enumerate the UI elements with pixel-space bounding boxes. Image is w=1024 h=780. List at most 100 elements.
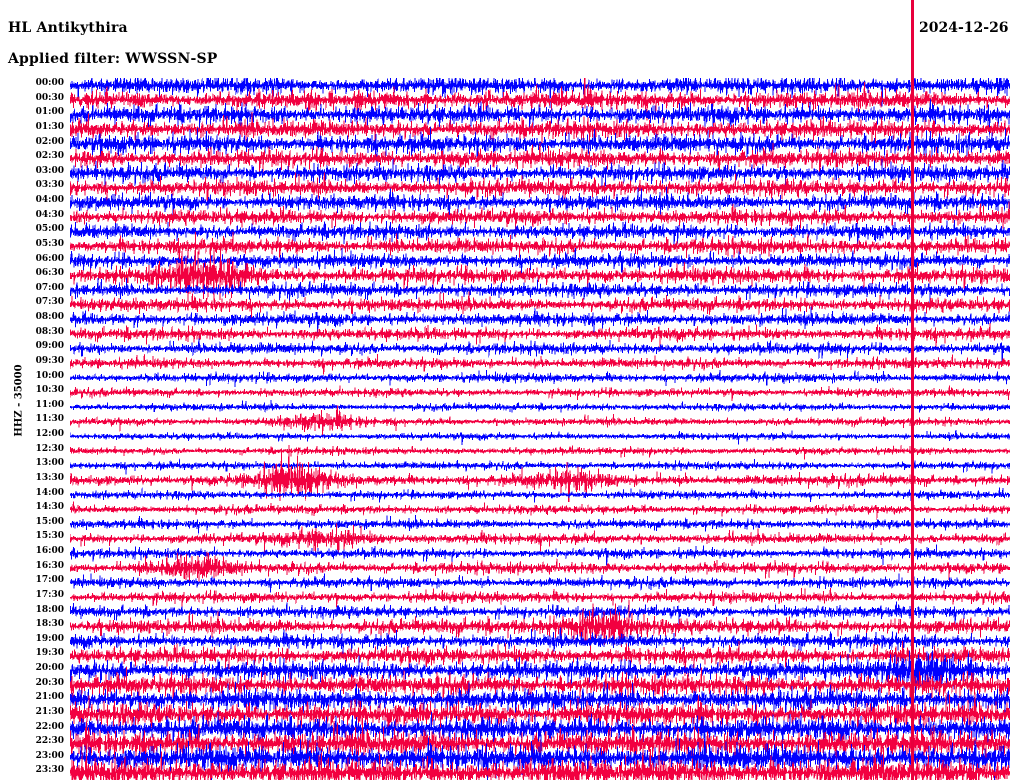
trace-row [70, 599, 1010, 651]
time-tick-label: 06:00 [35, 253, 64, 264]
time-tick-label: 21:30 [35, 706, 64, 717]
date-label: 2024-12-26 [919, 20, 1009, 36]
time-tick-label: 08:00 [35, 312, 64, 322]
time-tick-label: 16:30 [35, 560, 64, 571]
trace-row [70, 232, 1010, 303]
time-tick-label: 17:30 [35, 589, 64, 600]
trace-row [70, 501, 1010, 520]
time-tick-label: 15:00 [35, 516, 64, 527]
time-tick-label: 10:30 [35, 385, 64, 396]
trace-row [70, 400, 1010, 413]
trace-row [70, 551, 1010, 584]
trace-row [70, 627, 1010, 659]
time-tick-label: 09:30 [35, 355, 64, 366]
time-tick-label: 22:00 [35, 721, 64, 732]
trace-canvas [70, 78, 1010, 780]
time-tick-label: 05:00 [35, 224, 64, 235]
time-tick-label: 03:00 [35, 165, 64, 176]
trace-row [70, 544, 1010, 566]
time-tick-label: 10:00 [35, 370, 64, 381]
trace-row [70, 232, 1010, 265]
time-tick-label: 12:30 [35, 443, 64, 454]
time-tick-label: 02:00 [35, 136, 64, 147]
trace-row [70, 323, 1010, 351]
time-tick-label: 09:00 [35, 341, 64, 352]
trace-row [70, 640, 1010, 677]
time-tick-label: 19:30 [35, 648, 64, 659]
trace-row [70, 514, 1010, 535]
time-tick-label: 11:30 [35, 414, 64, 425]
trace-row [70, 718, 1010, 774]
time-tick-label: 22:30 [35, 736, 64, 747]
trace-row [70, 112, 1010, 146]
plot-area: 00:00 00:30 01:00 01:30 02:00 02:30 03:00 03:30… [0, 78, 1024, 780]
time-tick-label: 21:00 [35, 692, 64, 703]
trace-row [70, 99, 1010, 140]
time-tick-label: 14:30 [35, 502, 64, 513]
trace-row [70, 126, 1010, 167]
trace-row [70, 523, 1010, 554]
trace-row [70, 444, 1010, 460]
header: HL Antikythira Applied filter: WWSSN-SP … [0, 0, 1024, 78]
seismogram-traces [70, 78, 1010, 780]
time-tick-label: 05:30 [35, 238, 64, 249]
time-tick-label: 23:30 [35, 765, 64, 776]
time-tick-label: 06:30 [35, 268, 64, 279]
applied-filter-label: Applied filter: WWSSN-SP [8, 51, 218, 67]
time-tick-label: 20:30 [35, 677, 64, 688]
trace-row [70, 692, 1010, 739]
trace-row [70, 747, 1010, 780]
trace-row [70, 587, 1010, 608]
trace-row [70, 429, 1010, 446]
time-tick-label: 12:00 [35, 429, 64, 439]
trace-row [70, 405, 1010, 435]
trace-row [70, 445, 1010, 503]
time-tick-label: 13:30 [35, 472, 64, 483]
time-tick-label: 04:30 [35, 209, 64, 220]
trace-row [70, 601, 1010, 626]
trace-row [70, 219, 1010, 251]
time-tick-label: 07:00 [35, 282, 64, 293]
trace-row [70, 711, 1010, 759]
time-tick-label: 17:00 [35, 575, 64, 586]
trace-row [70, 306, 1010, 337]
time-tick-label: 00:00 [35, 78, 64, 88]
time-tick-label: 14:00 [35, 487, 64, 498]
time-tick-label: 16:00 [35, 546, 64, 556]
trace-row [70, 666, 1010, 706]
time-tick-label: 19:00 [35, 633, 64, 644]
time-tick-label: 08:30 [35, 326, 64, 337]
trace-row [70, 681, 1010, 718]
trace-row [70, 186, 1010, 222]
trace-row [70, 277, 1010, 306]
time-tick-label: 00:30 [35, 92, 64, 103]
trace-row [70, 291, 1010, 319]
time-tick-label: 15:30 [35, 531, 64, 542]
trace-row [70, 369, 1010, 388]
page-title: HL Antikythira [8, 20, 128, 36]
trace-row [70, 646, 1010, 701]
time-tick-label: 02:30 [35, 151, 64, 162]
trace-row [70, 158, 1010, 190]
time-tick-label: 13:00 [35, 458, 64, 469]
trace-row [70, 78, 1010, 121]
time-tick-label: 18:30 [35, 619, 64, 630]
time-tick-label: 20:00 [35, 663, 64, 673]
trace-row [70, 733, 1010, 780]
trace-row [70, 338, 1010, 362]
trace-row [70, 201, 1010, 238]
time-tick-label: 01:30 [35, 121, 64, 132]
trace-row [70, 78, 1010, 109]
time-tick-label: 04:00 [35, 195, 64, 205]
trace-row [70, 573, 1010, 593]
trace-row [70, 353, 1010, 375]
time-tick-label: 01:00 [35, 107, 64, 118]
time-tick-label: 23:00 [35, 750, 64, 761]
time-tick-label: 18:00 [35, 604, 64, 615]
trace-row [70, 172, 1010, 203]
time-axis: 00:00 00:30 01:00 01:30 02:00 02:30 03:00 03:30… [0, 78, 68, 780]
current-time-marker [911, 0, 914, 780]
trace-row [70, 385, 1010, 401]
trace-row [70, 487, 1010, 503]
